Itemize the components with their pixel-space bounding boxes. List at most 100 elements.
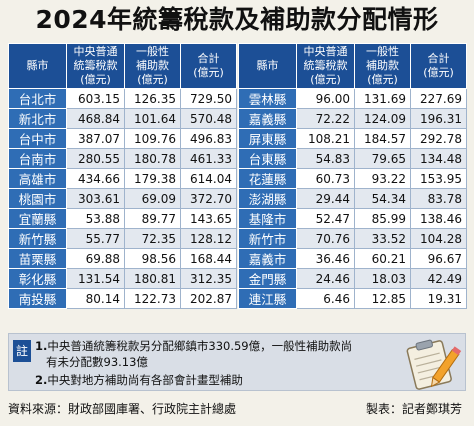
header-total: 合計 (億元): [410, 43, 467, 89]
tax-cell: 60.73: [296, 168, 355, 189]
allocation-table-right: 縣市 中央普通 統籌稅款 (億元) 一般性 補助款 (億元) 合計 (億元) 雲…: [238, 43, 467, 309]
subsidy-cell: 72.35: [124, 228, 181, 249]
header-city: 縣市: [8, 43, 67, 89]
subsidy-cell: 98.56: [124, 248, 181, 269]
subsidy-cell: 89.77: [124, 208, 181, 229]
header-subsidy: 一般性 補助款 (億元): [354, 43, 411, 89]
note-1-text: 中央普通統籌稅款另分配鄉鎮市330.59億，一般性補助款尚: [47, 339, 353, 353]
subsidy-cell: 122.73: [124, 288, 181, 309]
header-tax: 中央普通 統籌稅款 (億元): [66, 43, 125, 89]
city-cell: 澎湖縣: [238, 188, 297, 209]
header-subsidy-l3: (億元): [137, 73, 168, 86]
note-2: 2.中央對地方補助尚有各部會計畫型補助: [35, 372, 243, 388]
header-total-l2: (億元): [423, 66, 454, 79]
tax-cell: 131.54: [66, 268, 125, 289]
header-subsidy: 一般性 補助款 (億元): [124, 43, 181, 89]
city-cell: 雲林縣: [238, 88, 297, 109]
city-cell: 台中市: [8, 128, 67, 149]
page-title: 2024年統籌稅款及補助款分配情形: [35, 5, 439, 34]
tax-cell: 387.07: [66, 128, 125, 149]
subsidy-cell: 184.57: [354, 128, 411, 149]
header-tax-l1: 中央普通: [303, 45, 348, 58]
header-tax-l2: 統籌稅款: [73, 59, 118, 72]
table-row: 新竹縣 55.77 72.35 128.12: [8, 228, 237, 249]
table-row: 新北市 468.84 101.64 570.48: [8, 108, 237, 129]
city-cell: 金門縣: [238, 268, 297, 289]
city-cell: 桃園市: [8, 188, 67, 209]
tax-cell: 280.55: [66, 148, 125, 169]
tax-cell: 6.46: [296, 288, 355, 309]
total-cell: 496.83: [180, 128, 237, 149]
tax-cell: 55.77: [66, 228, 125, 249]
header-subsidy-l3: (億元): [367, 73, 398, 86]
tax-cell: 70.76: [296, 228, 355, 249]
header-tax-l3: (億元): [80, 73, 111, 86]
table-row: 台東縣 54.83 79.65 134.48: [238, 148, 467, 169]
note-tag: 註: [13, 340, 31, 362]
total-cell: 128.12: [180, 228, 237, 249]
table-row: 雲林縣 96.00 131.69 227.69: [238, 88, 467, 109]
table-row: 新竹市 70.76 33.52 104.28: [238, 228, 467, 249]
city-cell: 基隆市: [238, 208, 297, 229]
city-cell: 新竹縣: [8, 228, 67, 249]
total-cell: 138.46: [410, 208, 467, 229]
header-subsidy-l2: 補助款: [136, 59, 169, 72]
table-row: 澎湖縣 29.44 54.34 83.78: [238, 188, 467, 209]
city-cell: 新北市: [8, 108, 67, 129]
note-2-text: 中央對地方補助尚有各部會計畫型補助: [47, 373, 243, 387]
table-row: 連江縣 6.46 12.85 19.31: [238, 288, 467, 309]
subsidy-cell: 79.65: [354, 148, 411, 169]
total-cell: 96.67: [410, 248, 467, 269]
total-cell: 83.78: [410, 188, 467, 209]
maker-credit: 製表：記者鄭琪芳: [365, 402, 462, 416]
subsidy-cell: 124.09: [354, 108, 411, 129]
total-cell: 202.87: [180, 288, 237, 309]
subsidy-cell: 60.21: [354, 248, 411, 269]
city-cell: 彰化縣: [8, 268, 67, 289]
total-cell: 19.31: [410, 288, 467, 309]
subsidy-cell: 179.38: [124, 168, 181, 189]
header-tax-l3: (億元): [310, 73, 341, 86]
subsidy-cell: 180.81: [124, 268, 181, 289]
table-row: 宜蘭縣 53.88 89.77 143.65: [8, 208, 237, 229]
header-tax: 中央普通 統籌稅款 (億元): [296, 43, 355, 89]
city-cell: 連江縣: [238, 288, 297, 309]
total-cell: 104.28: [410, 228, 467, 249]
total-cell: 570.48: [180, 108, 237, 129]
table-row: 高雄市 434.66 179.38 614.04: [8, 168, 237, 189]
city-cell: 苗栗縣: [8, 248, 67, 269]
table-row: 嘉義市 36.46 60.21 96.67: [238, 248, 467, 269]
header-total: 合計 (億元): [180, 43, 237, 89]
tax-cell: 303.61: [66, 188, 125, 209]
subsidy-cell: 69.09: [124, 188, 181, 209]
total-cell: 196.31: [410, 108, 467, 129]
header-city: 縣市: [238, 43, 297, 89]
table-row: 苗栗縣 69.88 98.56 168.44: [8, 248, 237, 269]
tax-cell: 80.14: [66, 288, 125, 309]
table-row: 花蓮縣 60.73 93.22 153.95: [238, 168, 467, 189]
tax-cell: 69.88: [66, 248, 125, 269]
tax-cell: 434.66: [66, 168, 125, 189]
subsidy-cell: 180.78: [124, 148, 181, 169]
table-row: 南投縣 80.14 122.73 202.87: [8, 288, 237, 309]
total-cell: 153.95: [410, 168, 467, 189]
header-tax-l2: 統籌稅款: [303, 59, 348, 72]
city-cell: 花蓮縣: [238, 168, 297, 189]
header-subsidy-l1: 一般性: [136, 45, 169, 58]
note-2-number: 2.: [35, 373, 48, 387]
table-row: 台中市 387.07 109.76 496.83: [8, 128, 237, 149]
total-cell: 614.04: [180, 168, 237, 189]
tax-cell: 52.47: [296, 208, 355, 229]
subsidy-cell: 109.76: [124, 128, 181, 149]
source-credit: 資料來源：財政部國庫署、行政院主計總處: [8, 402, 237, 416]
total-cell: 312.35: [180, 268, 237, 289]
footer: 資料來源：財政部國庫署、行政院主計總處 製表：記者鄭琪芳: [0, 396, 474, 422]
city-cell: 台東縣: [238, 148, 297, 169]
city-cell: 高雄市: [8, 168, 67, 189]
table-row: 嘉義縣 72.22 124.09 196.31: [238, 108, 467, 129]
subsidy-cell: 126.35: [124, 88, 181, 109]
total-cell: 168.44: [180, 248, 237, 269]
tax-cell: 72.22: [296, 108, 355, 129]
table-row: 金門縣 24.46 18.03 42.49: [238, 268, 467, 289]
tax-cell: 53.88: [66, 208, 125, 229]
